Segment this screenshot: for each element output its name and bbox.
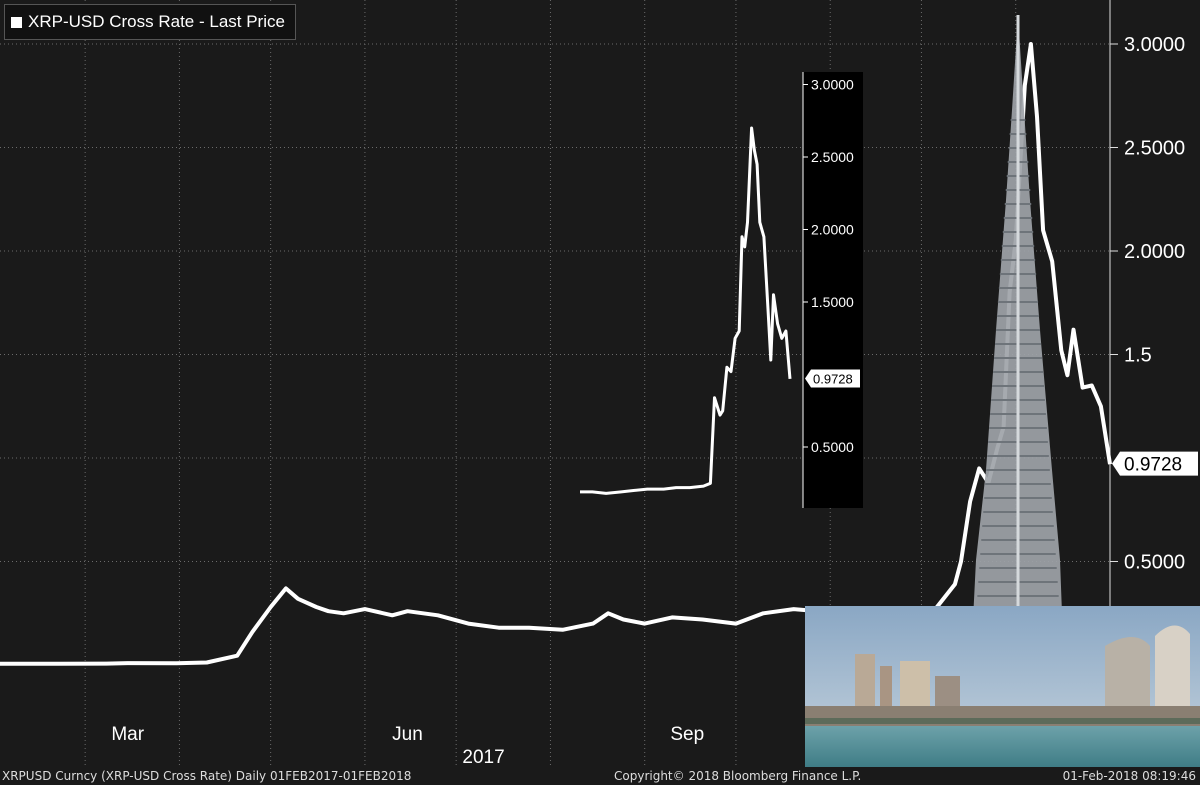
main-x-axis-title: 2017 [462, 747, 504, 768]
inset-chart: 0.5000 1.5000 2.0000 2.5000 3.0000 0.9728 [580, 72, 863, 508]
main-x-tick-label: Jun [392, 724, 423, 745]
inset-y-axis: 0.5000 1.5000 2.0000 2.5000 3.0000 0.9728 [803, 77, 860, 455]
legend-swatch [11, 16, 22, 28]
main-price-line [0, 42, 1112, 666]
inset-last-price-label: 0.9728 [813, 371, 853, 386]
inset-price-line [580, 126, 792, 495]
inset-axis-panel [803, 72, 863, 508]
main-y-axis: 0.5000 1.5 2.0000 2.5000 3.0000 0.9728 [1110, 34, 1198, 574]
main-x-tick-label: Mar [111, 724, 144, 745]
main-y-tick-label: 2.0000 [1124, 241, 1185, 263]
inset-y-tick-label: 3.0000 [811, 77, 854, 93]
inset-y-tick-label: 2.5000 [811, 149, 854, 165]
main-gridlines [0, 0, 1111, 767]
main-last-price-marker [1112, 451, 1198, 476]
skyline-photo [805, 606, 1200, 767]
main-last-price-label: 0.9728 [1124, 455, 1182, 476]
main-x-axis: Mar Jun Sep 2017 [111, 724, 704, 768]
skyline-photo-image [805, 606, 1200, 767]
main-y-tick-label: 3.0000 [1124, 34, 1185, 56]
legend: XRP-USD Cross Rate - Last Price [4, 4, 296, 40]
inset-y-tick-label: 1.5000 [811, 294, 854, 310]
footer-bar: XRPUSD Curncy (XRP-USD Cross Rate) Daily… [0, 767, 1200, 785]
main-y-tick-label: 0.5000 [1124, 552, 1185, 574]
main-x-tick-label: Sep [670, 724, 704, 745]
inset-y-tick-label: 0.5000 [811, 439, 854, 455]
main-y-tick-label: 2.5000 [1124, 138, 1185, 160]
main-y-tick-label: 1.5 [1124, 345, 1152, 367]
footer-timestamp: 01-Feb-2018 08:19:46 [1062, 769, 1196, 783]
inset-y-tick-label: 2.0000 [811, 222, 854, 238]
footer-copyright: Copyright© 2018 Bloomberg Finance L.P. [614, 769, 862, 783]
legend-label: XRP-USD Cross Rate - Last Price [28, 12, 285, 31]
footer-security: XRPUSD Curncy (XRP-USD Cross Rate) Daily… [2, 769, 412, 783]
inset-last-price-marker [805, 369, 860, 388]
